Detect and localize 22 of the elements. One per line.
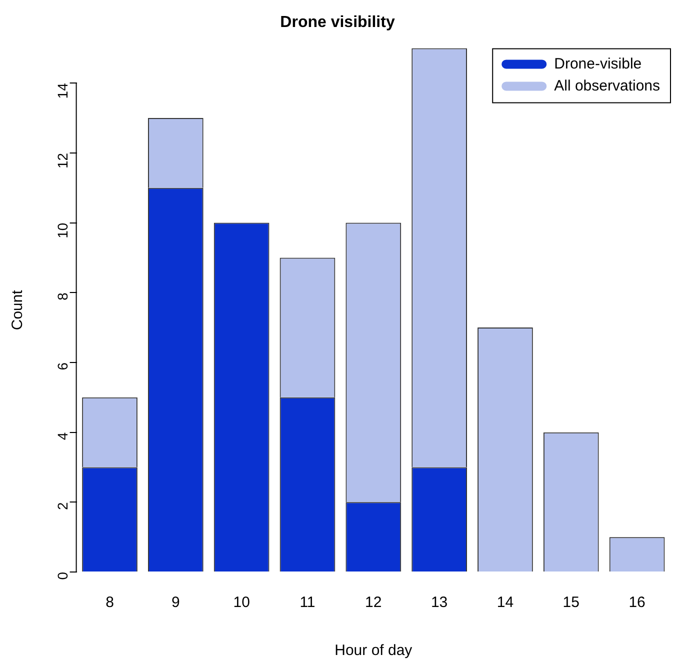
x-tick-label: 12	[365, 594, 382, 612]
x-tick-label: 11	[300, 594, 316, 612]
x-tick-label: 15	[562, 594, 580, 612]
y-tick-label: 4	[54, 432, 71, 440]
y-tick-label: 6	[54, 362, 71, 370]
y-tick-label: 12	[54, 152, 71, 169]
x-axis-title: Hour of day	[334, 642, 413, 660]
x-tick-label: 14	[496, 594, 514, 612]
legend-label: All observations	[554, 77, 660, 94]
x-tick-label: 16	[628, 594, 646, 612]
y-tick-label: 0	[54, 572, 71, 580]
x-tick-label: 10	[233, 594, 250, 612]
y-tick-label: 10	[54, 222, 71, 238]
x-tick-label: 8	[106, 594, 114, 612]
x-tick-label: 9	[171, 594, 180, 612]
y-axis-title: Count	[9, 289, 26, 330]
x-tick-label: 13	[430, 594, 448, 612]
legend-label: Drone-visible	[554, 55, 642, 72]
chart-title: Drone visibility	[280, 14, 395, 32]
y-tick-label: 14	[54, 82, 71, 99]
y-tick-label: 2	[54, 502, 71, 510]
y-tick-label: 8	[54, 292, 71, 300]
